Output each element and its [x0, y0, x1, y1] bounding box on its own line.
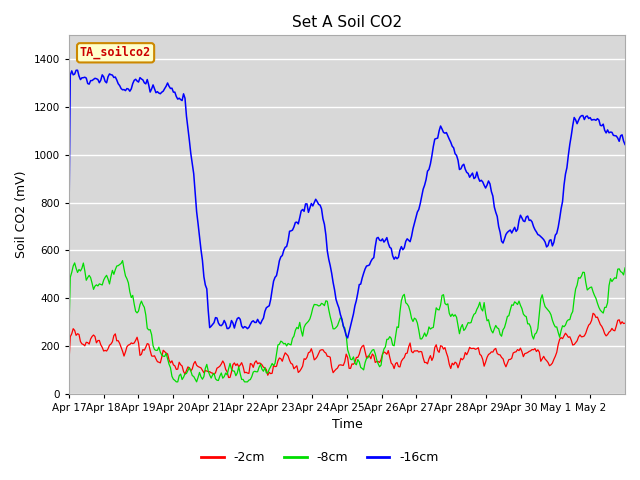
-2cm: [621, 320, 629, 326]
-2cm: [225, 375, 232, 381]
-16cm: [547, 237, 555, 242]
Legend: -2cm, -8cm, -16cm: -2cm, -8cm, -16cm: [196, 446, 444, 469]
X-axis label: Time: Time: [332, 419, 362, 432]
-16cm: [354, 290, 362, 296]
-2cm: [546, 363, 554, 369]
-8cm: [354, 357, 362, 362]
-8cm: [84, 275, 92, 280]
Line: -2cm: -2cm: [69, 313, 625, 378]
-16cm: [103, 80, 111, 86]
-2cm: [84, 340, 92, 346]
-8cm: [119, 258, 127, 264]
-16cm: [85, 81, 93, 87]
-16cm: [621, 142, 629, 147]
-8cm: [465, 320, 472, 325]
Text: TA_soilco2: TA_soilco2: [80, 46, 151, 60]
Line: -16cm: -16cm: [69, 70, 625, 338]
-8cm: [620, 272, 627, 278]
-8cm: [101, 275, 109, 280]
-16cm: [465, 170, 472, 176]
Y-axis label: Soil CO2 (mV): Soil CO2 (mV): [15, 171, 28, 258]
-8cm: [172, 379, 180, 385]
-8cm: [621, 265, 629, 271]
Title: Set A Soil CO2: Set A Soil CO2: [292, 15, 402, 30]
-2cm: [589, 311, 597, 316]
-2cm: [620, 321, 627, 326]
-2cm: [463, 352, 470, 358]
Line: -8cm: -8cm: [69, 261, 625, 382]
-16cm: [344, 335, 351, 341]
-16cm: [74, 67, 81, 73]
-8cm: [547, 312, 555, 318]
-2cm: [101, 348, 109, 353]
-2cm: [353, 355, 360, 360]
-8cm: [65, 335, 73, 340]
-2cm: [65, 362, 73, 368]
-16cm: [65, 235, 73, 240]
-16cm: [620, 138, 627, 144]
